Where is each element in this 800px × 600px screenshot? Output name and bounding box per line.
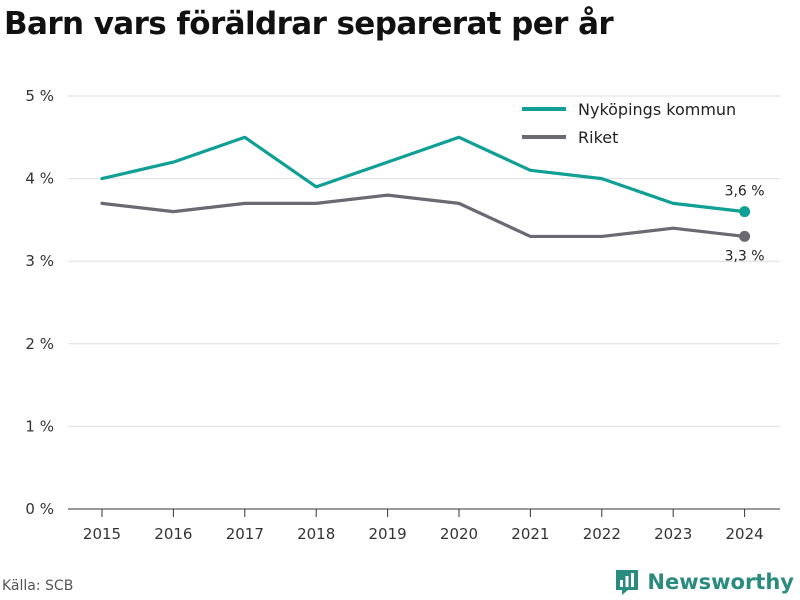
y-tick-label: 0 %: [25, 500, 54, 518]
end-labels: 3,6 % 3,3 %: [725, 184, 765, 265]
y-tick-label: 4 %: [25, 170, 54, 188]
x-axis: 2015 2016 2017 2018 2019 2020 2021 2022 2023 2024: [68, 508, 780, 543]
legend: Nyköpings kommun Riket: [522, 100, 736, 147]
x-tick-label: 2020: [440, 525, 478, 543]
brand-name: Newsworthy: [647, 570, 794, 594]
series-lines: [100, 135, 751, 242]
source-note: Källa: SCB: [2, 578, 74, 594]
x-tick-label: 2024: [726, 525, 764, 543]
x-tick-label: 2015: [83, 525, 121, 543]
chart-title: Barn vars föräldrar separerat per år: [4, 6, 614, 42]
y-tick-label: 1 %: [25, 417, 54, 435]
y-tick-label: 3 %: [25, 252, 54, 270]
series-line: [100, 193, 747, 239]
y-tick-label: 5 %: [25, 87, 54, 105]
legend-label: Riket: [578, 128, 618, 147]
series-end-point: [739, 206, 751, 218]
end-value-label: 3,6 %: [725, 184, 765, 200]
x-tick-label: 2022: [583, 525, 621, 543]
newsworthy-logo-icon: [616, 570, 639, 595]
series-end-point: [739, 230, 751, 242]
x-tick-label: 2023: [654, 525, 692, 543]
series-line: [100, 135, 747, 214]
grid-lines: [68, 95, 780, 427]
legend-label: Nyköpings kommun: [578, 100, 736, 119]
x-tick-label: 2016: [154, 525, 192, 543]
x-tick-label: 2018: [297, 525, 335, 543]
end-value-label: 3,3 %: [725, 248, 765, 264]
x-tick-label: 2021: [511, 525, 549, 543]
y-axis-ticks: 0 % 1 % 2 % 3 % 4 % 5 %: [25, 87, 54, 518]
brand-logo: Newsworthy: [614, 568, 794, 596]
x-tick-label: 2019: [369, 525, 407, 543]
y-tick-label: 2 %: [25, 335, 54, 353]
x-tick-label: 2017: [226, 525, 264, 543]
